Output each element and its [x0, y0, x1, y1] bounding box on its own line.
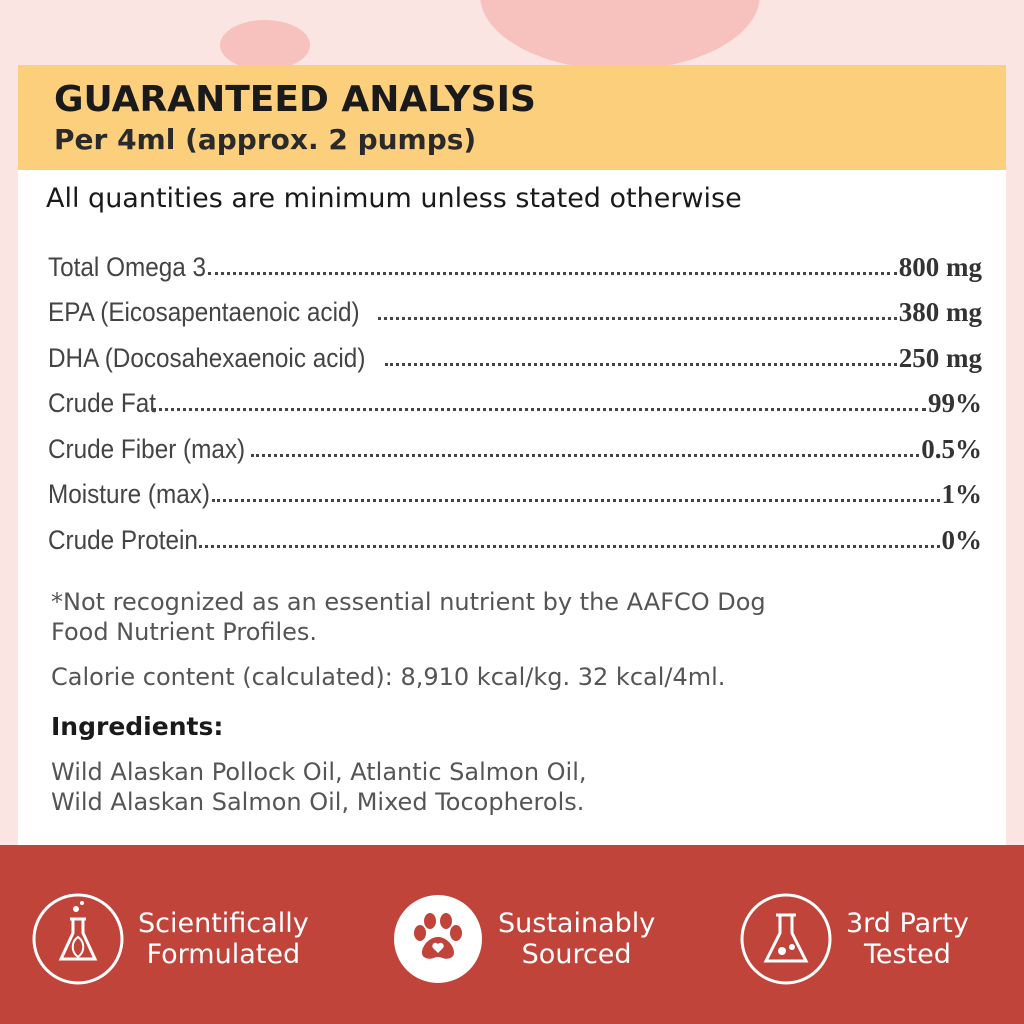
row-value: 0%	[941, 524, 983, 555]
row-label: Crude Fiber (max)	[48, 433, 246, 464]
flask-leaf-icon	[32, 893, 124, 985]
calorie: Calorie content (calculated): 8,910 kcal…	[51, 663, 726, 691]
badge-text: 3rd Party Tested	[846, 908, 969, 970]
row-value: 800 mg	[898, 251, 982, 282]
table-row: DHA (Docosahexaenoic acid) 250 mg	[48, 328, 982, 374]
badge-line: Sustainably	[498, 908, 656, 939]
ingredients-line: Wild Alaskan Pollock Oil, Atlantic Salmo…	[51, 758, 587, 786]
dot-leader	[207, 271, 897, 275]
table-row: Crude Fat 99%	[48, 374, 982, 420]
row-label: DHA (Docosahexaenoic acid)	[48, 342, 366, 373]
footer: Scientifically Formulated Sustainably Sour…	[0, 845, 1024, 1024]
table-row: Moisture (max) 1%	[48, 465, 982, 511]
flask-icon	[740, 893, 832, 985]
table-row: EPA (Eicosapentaenoic acid) 380 mg	[48, 283, 982, 329]
footnote: *Not recognized as an essential nutrient…	[51, 588, 766, 616]
table-row: Total Omega 3 800 mg	[48, 237, 982, 283]
note: All quantities are minimum unless stated…	[46, 183, 742, 214]
bg-shape	[220, 20, 310, 70]
table-row: Crude Protein 0%	[48, 510, 982, 556]
dot-leader	[378, 317, 897, 320]
footnote: Food Nutrient Profiles.	[51, 618, 318, 646]
badge-line: Sourced	[521, 939, 632, 970]
row-value: 99%	[928, 388, 982, 418]
badge: 3rd Party Tested	[738, 891, 969, 987]
badge: Sustainably Sourced	[390, 891, 655, 987]
badge-line: 3rd Party	[846, 908, 969, 939]
badge: Scientifically Formulated	[30, 891, 309, 987]
row-value: 0.5%	[921, 433, 982, 464]
row-label: EPA (Eicosapentaenoic acid)	[48, 297, 360, 327]
dot-leader	[212, 499, 940, 502]
row-value: 380 mg	[898, 297, 982, 327]
badge-text: Sustainably Sourced	[498, 908, 655, 970]
table-row: Crude Fiber (max) 0.5%	[48, 419, 982, 465]
subtitle: Per 4ml (approx. 2 pumps)	[54, 123, 477, 156]
badge-line: Tested	[863, 939, 951, 970]
badge-line: Scientifically	[138, 908, 309, 939]
row-value: 1%	[941, 479, 983, 509]
badge-text: Scientifically Formulated	[138, 908, 309, 970]
dot-leader	[198, 544, 940, 548]
ingredients-line: Wild Alaskan Salmon Oil, Mixed Tocophero…	[51, 788, 585, 816]
row-label: Crude Protein	[48, 524, 198, 555]
panel: GUARANTEED ANALYSIS Per 4ml (approx. 2 p…	[18, 65, 1006, 845]
row-label: Total Omega 3	[48, 251, 207, 282]
dot-leader	[251, 453, 920, 457]
row-label: Moisture (max)	[48, 479, 211, 509]
bg-shape	[480, 0, 760, 70]
row-label: Crude Fat	[48, 388, 157, 418]
analysis-table: Total Omega 3 800 mg EPA (Eicosapentaenoic…	[48, 237, 982, 556]
header-band: GUARANTEED ANALYSIS Per 4ml (approx. 2 p…	[18, 65, 1006, 170]
paw-icon	[394, 895, 482, 983]
row-value: 250 mg	[898, 342, 982, 373]
ingredients-heading: Ingredients:	[51, 712, 224, 741]
dot-leader	[384, 362, 897, 366]
dot-leader	[152, 408, 926, 411]
badge-line: Formulated	[146, 939, 301, 970]
title: GUARANTEED ANALYSIS	[54, 79, 536, 120]
